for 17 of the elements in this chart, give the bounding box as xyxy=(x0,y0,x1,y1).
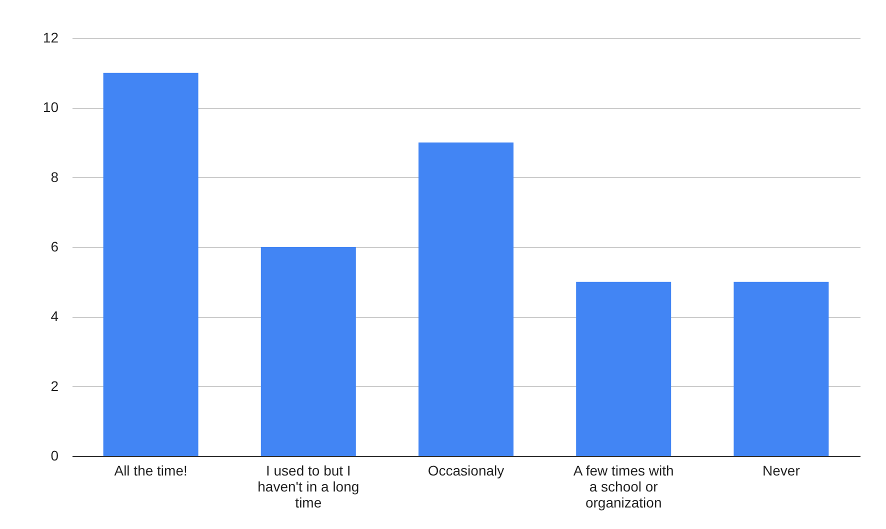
y-tick-label: 8 xyxy=(50,168,59,185)
bar xyxy=(576,282,672,456)
x-tick-label: Never xyxy=(762,462,800,478)
x-tick-label: I used to but I haven't in a long time xyxy=(258,462,360,510)
x-tick-label: All the time! xyxy=(114,462,188,478)
y-tick-label: 0 xyxy=(50,448,59,464)
x-tick-label: A few times with a school or organization xyxy=(573,462,674,510)
y-tick-label: 10 xyxy=(42,99,59,116)
y-tick-label: 12 xyxy=(42,30,59,46)
bar xyxy=(734,282,829,456)
x-tick-label: Occasionaly xyxy=(428,462,504,478)
y-tick-label: 6 xyxy=(50,238,59,254)
y-tick-label: 2 xyxy=(50,378,59,394)
bar xyxy=(103,72,198,456)
bar xyxy=(260,247,356,456)
bar xyxy=(418,142,514,456)
y-tick-label: 4 xyxy=(50,308,59,324)
